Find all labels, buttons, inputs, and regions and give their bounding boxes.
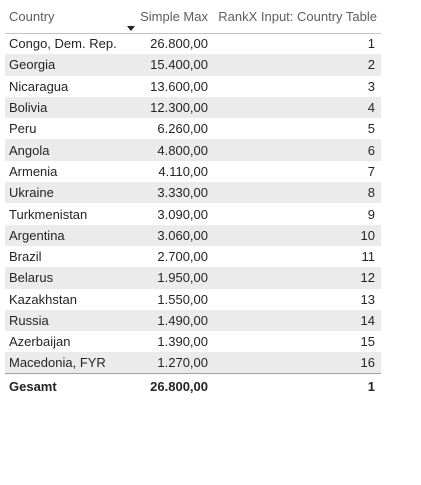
table-row[interactable]: Georgia 15.400,00 2: [5, 54, 381, 76]
cell-country: Turkmenistan: [9, 206, 88, 222]
cell-simple-max: 3.060,00: [124, 224, 212, 246]
cell-simple-max: 6.260,00: [157, 121, 208, 137]
table-row[interactable]: Brazil 2.700,00 11: [5, 246, 381, 267]
cell-rank: 9: [367, 206, 375, 222]
cell-country: Nicaragua: [9, 78, 69, 94]
table-row[interactable]: Russia 1.490,00 14: [5, 309, 381, 332]
cell-rank: 11: [361, 249, 376, 265]
cell-simple-max: 12.300,00: [124, 96, 212, 119]
cell-country: Armenia: [9, 163, 58, 179]
country-table: Country Simple Max RankX Input: Country …: [5, 3, 381, 398]
cell-simple-max: 15.400,00: [124, 54, 212, 76]
table-row[interactable]: Belarus 1.950,00 12: [5, 267, 381, 289]
table-row[interactable]: Macedonia, FYR 1.270,00 16: [5, 352, 381, 374]
cell-simple-max: 2.700,00: [157, 249, 208, 265]
cell-simple-max: 13.600,00: [150, 78, 208, 94]
sort-descending-icon[interactable]: [127, 26, 135, 31]
total-rank: 1: [212, 373, 381, 398]
table-row[interactable]: Argentina 3.060,00 10: [5, 224, 381, 246]
table-row[interactable]: Kazakhstan 1.550,00 13: [5, 289, 381, 310]
cell-rank: 4: [212, 96, 381, 119]
total-label: Gesamt: [5, 373, 124, 398]
table-row[interactable]: Ukraine 3.330,00 8: [5, 182, 381, 204]
column-header-country[interactable]: Country: [5, 3, 124, 34]
column-header-simple-max-label: Simple Max: [140, 9, 208, 24]
table-row[interactable]: Peru 6.260,00 5: [5, 118, 381, 139]
cell-country: Georgia: [5, 54, 124, 76]
table-row[interactable]: Turkmenistan 3.090,00 9: [5, 203, 381, 224]
cell-simple-max: 1.390,00: [157, 334, 208, 350]
cell-rank: 1: [367, 36, 375, 52]
cell-country: Azerbaijan: [9, 334, 71, 350]
cell-country: Russia: [5, 309, 124, 332]
cell-simple-max: 4.800,00: [124, 139, 212, 161]
header-row: Country Simple Max RankX Input: Country …: [5, 3, 381, 34]
cell-country: Argentina: [5, 224, 124, 246]
cell-simple-max: 4.110,00: [158, 163, 208, 179]
table-row[interactable]: Angola 4.800,00 6: [5, 139, 381, 161]
cell-rank: 13: [360, 291, 375, 307]
cell-simple-max: 3.090,00: [157, 206, 208, 222]
cell-rank: 6: [212, 139, 381, 161]
cell-rank: 14: [212, 309, 381, 332]
column-header-rank[interactable]: RankX Input: Country Table: [212, 3, 381, 34]
total-row: Gesamt 26.800,00 1: [5, 373, 381, 398]
cell-simple-max: 1.270,00: [124, 352, 212, 374]
cell-country: Peru: [9, 121, 37, 137]
cell-rank: 10: [212, 224, 381, 246]
cell-simple-max: 1.550,00: [157, 291, 208, 307]
table-body: Congo, Dem. Rep. 26.800,00 1 Georgia 15.400,…: [5, 33, 381, 374]
cell-simple-max: 26.800,00: [150, 36, 208, 52]
table-row[interactable]: Armenia 4.110,00 7: [5, 161, 381, 182]
cell-rank: 7: [367, 163, 375, 179]
cell-rank: 16: [212, 352, 381, 374]
cell-country: Congo, Dem. Rep.: [9, 36, 117, 52]
cell-country: Kazakhstan: [9, 291, 77, 307]
cell-simple-max: 3.330,00: [124, 182, 212, 204]
cell-rank: 8: [212, 182, 381, 204]
cell-country: Angola: [5, 139, 124, 161]
cell-rank: 5: [367, 121, 375, 137]
table-row[interactable]: Bolivia 12.300,00 4: [5, 96, 381, 119]
total-simple-max: 26.800,00: [124, 373, 212, 398]
cell-rank: 15: [360, 334, 375, 350]
cell-rank: 3: [367, 78, 375, 94]
table-row[interactable]: Congo, Dem. Rep. 26.800,00 1: [5, 33, 381, 54]
cell-country: Belarus: [5, 267, 124, 289]
table-row[interactable]: Azerbaijan 1.390,00 15: [5, 331, 381, 352]
column-header-simple-max[interactable]: Simple Max: [124, 3, 212, 34]
cell-country: Bolivia: [5, 96, 124, 119]
cell-country: Brazil: [9, 249, 42, 265]
cell-simple-max: 1.950,00: [124, 267, 212, 289]
table-visual: Country Simple Max RankX Input: Country …: [5, 3, 381, 398]
cell-rank: 12: [212, 267, 381, 289]
cell-country: Ukraine: [5, 182, 124, 204]
cell-simple-max: 1.490,00: [124, 309, 212, 332]
table-row[interactable]: Nicaragua 13.600,00 3: [5, 76, 381, 97]
cell-rank: 2: [212, 54, 381, 76]
cell-country: Macedonia, FYR: [5, 352, 124, 374]
